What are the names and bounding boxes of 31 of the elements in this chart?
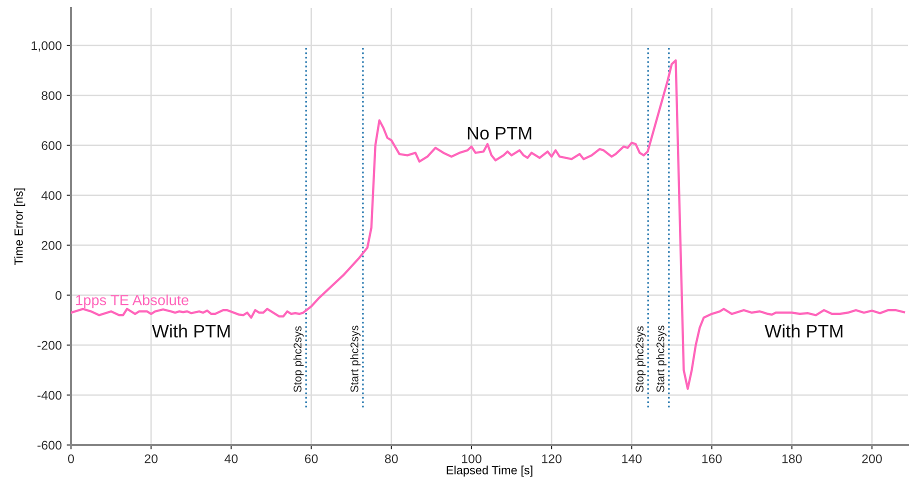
y-tick-label: -400 bbox=[38, 390, 62, 400]
y-tick-label: -600 bbox=[38, 440, 62, 450]
series-label: 1pps TE Absolute bbox=[76, 294, 188, 308]
y-tick-label: 200 bbox=[42, 241, 62, 250]
y-tick-label: 400 bbox=[41, 191, 62, 200]
x-tick-label: 40 bbox=[224, 454, 238, 464]
x-tick-label: 200 bbox=[862, 454, 882, 464]
x-tick-label: 180 bbox=[782, 454, 802, 464]
y-tick-label: 0 bbox=[56, 290, 62, 300]
x-tick-label: 80 bbox=[384, 454, 398, 464]
annotation: With PTM bbox=[764, 324, 842, 338]
line-series bbox=[71, 59, 906, 390]
x-tick-label: 20 bbox=[144, 454, 158, 464]
x-tick-label: 100 bbox=[462, 454, 482, 464]
x-tick-label: 160 bbox=[702, 454, 722, 464]
annotation: With PTM bbox=[152, 324, 230, 338]
x-tick-label: 120 bbox=[542, 454, 562, 464]
y-tick-label: 1,000 bbox=[32, 41, 62, 52]
x-tick-label: 140 bbox=[622, 454, 642, 464]
ref-line-label: Stop phc2sys bbox=[293, 326, 304, 392]
annotation: No PTM bbox=[468, 126, 532, 140]
y-axis-title: Time Error [ns] bbox=[14, 188, 26, 266]
x-tick-label: 0 bbox=[68, 454, 74, 464]
y-tick-label: -200 bbox=[38, 340, 62, 350]
ref-line-label: Start phc2sys bbox=[350, 326, 361, 392]
x-tick-label: 60 bbox=[304, 454, 318, 464]
x-axis-title: Elapsed Time [s] bbox=[446, 466, 532, 477]
y-tick-label: 600 bbox=[42, 141, 62, 150]
ref-line-label: Stop phc2sys bbox=[635, 326, 646, 392]
y-tick-label: 800 bbox=[42, 91, 62, 100]
ref-line-label: Start phc2sys bbox=[656, 326, 667, 392]
